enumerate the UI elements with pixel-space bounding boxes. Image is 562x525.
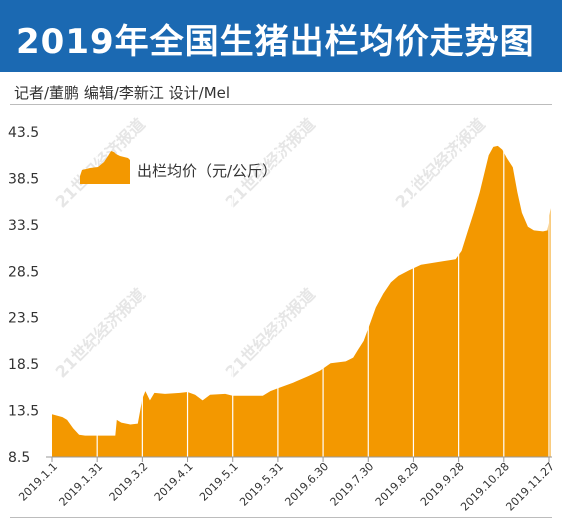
y-tick-label: 8.5 (8, 450, 30, 466)
x-tick-label: 2019.3.2 (107, 460, 151, 504)
y-tick-label: 18.5 (8, 357, 39, 373)
x-tick-label: 2019.7.30 (328, 460, 377, 509)
top-divider (10, 104, 552, 105)
bottom-divider (10, 517, 552, 518)
y-tick-label: 13.5 (8, 404, 39, 420)
credits-line: 记者/董鹏 编辑/李新江 设计/Mel (14, 84, 231, 102)
y-tick-label: 23.5 (8, 311, 39, 327)
legend-swatch-icon (80, 151, 130, 184)
x-tick-label: 2019.6.30 (282, 460, 331, 509)
price-area (52, 145, 551, 457)
x-tick-label: 2019.11.27 (503, 460, 557, 514)
x-tick-label: 2019.8.29 (373, 460, 422, 509)
y-tick-label: 43.5 (8, 125, 39, 141)
x-tick-label: 2019.1.1 (16, 460, 60, 504)
title-bar: 2019年全国生猪出栏均价走势图 (0, 0, 562, 72)
y-tick-label: 38.5 (8, 171, 39, 187)
x-tick-label: 2019.5.31 (237, 460, 286, 509)
x-tick-label: 2019.4.1 (152, 460, 196, 504)
legend-label: 出栏均价（元/公斤） (137, 162, 278, 180)
y-tick-label: 28.5 (8, 264, 39, 280)
chart-title: 2019年全国生猪出栏均价走势图 (16, 22, 535, 62)
y-tick-label: 33.5 (8, 218, 39, 234)
x-tick-label: 2019.9.28 (418, 460, 467, 509)
x-tick-label: 2019.1.31 (57, 460, 106, 509)
x-tick-label: 2019.5.1 (197, 460, 241, 504)
